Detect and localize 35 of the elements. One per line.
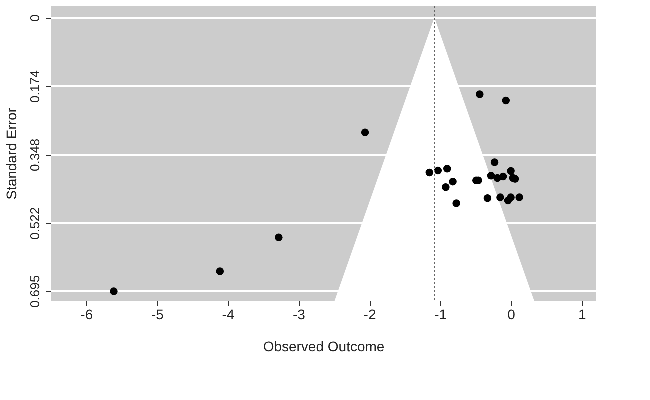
point bbox=[499, 172, 508, 181]
y-tick-label: 0.174 bbox=[28, 70, 42, 104]
point bbox=[502, 96, 510, 105]
point bbox=[487, 172, 496, 180]
point bbox=[452, 200, 460, 208]
x-tick-label: -4 bbox=[222, 306, 235, 322]
point bbox=[476, 90, 484, 98]
point bbox=[516, 194, 524, 202]
point bbox=[449, 178, 457, 186]
point bbox=[496, 194, 504, 202]
y-axis-title: Standard Error bbox=[4, 108, 20, 200]
point bbox=[490, 158, 499, 166]
point bbox=[484, 194, 492, 202]
point bbox=[426, 168, 434, 177]
point bbox=[216, 268, 224, 276]
y-tick-label: 0 bbox=[28, 14, 42, 22]
x-tick-label: 0 bbox=[508, 306, 516, 322]
x-tick-label: -5 bbox=[151, 306, 164, 322]
point bbox=[443, 164, 452, 173]
point bbox=[361, 128, 370, 137]
x-tick-label: -2 bbox=[364, 306, 376, 322]
point bbox=[434, 166, 442, 175]
x-tick-label: -6 bbox=[80, 306, 94, 322]
point bbox=[507, 167, 515, 176]
point bbox=[442, 183, 450, 192]
x-tick-label: -1 bbox=[434, 306, 448, 322]
point bbox=[275, 234, 283, 242]
y-tick-label: 0.522 bbox=[28, 207, 42, 240]
x-axis-title: Observed Outcome bbox=[263, 338, 385, 354]
y-tick-label: 0.348 bbox=[28, 138, 42, 172]
y-tick-label: 0.695 bbox=[28, 275, 42, 308]
point bbox=[507, 194, 515, 202]
point bbox=[110, 288, 118, 296]
x-tick-label: -3 bbox=[293, 306, 306, 322]
x-tick-label: 1 bbox=[578, 306, 586, 322]
